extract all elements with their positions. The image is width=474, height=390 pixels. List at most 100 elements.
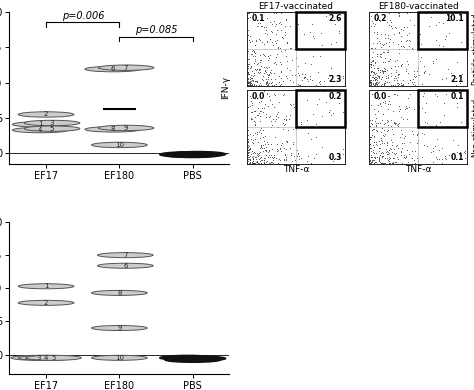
Point	[382, 40, 390, 46]
Point	[244, 10, 252, 16]
Point	[373, 72, 381, 78]
Point	[316, 53, 324, 59]
Point	[318, 30, 325, 36]
Point	[380, 69, 387, 75]
Point	[382, 149, 390, 155]
Point	[449, 137, 456, 143]
Point	[391, 63, 399, 69]
Point	[373, 88, 381, 94]
Point	[276, 19, 284, 25]
Point	[384, 122, 392, 128]
Point	[329, 78, 337, 84]
Point	[249, 158, 257, 165]
Point	[325, 154, 332, 160]
Point	[268, 101, 275, 107]
Point	[248, 48, 256, 54]
Point	[244, 104, 252, 110]
Point	[410, 76, 417, 82]
Point	[264, 38, 271, 44]
Point	[301, 71, 309, 78]
Point	[245, 148, 253, 154]
Point	[433, 56, 440, 62]
Point	[395, 80, 402, 86]
Point	[331, 155, 339, 161]
Text: 4: 4	[38, 127, 43, 133]
Point	[380, 68, 387, 74]
Point	[262, 147, 269, 153]
Point	[385, 160, 392, 166]
Point	[383, 79, 391, 85]
Point	[403, 105, 411, 111]
Point	[400, 116, 407, 122]
Point	[294, 20, 302, 27]
Point	[267, 28, 274, 34]
Point	[392, 74, 399, 81]
Point	[421, 119, 428, 125]
Point	[376, 141, 384, 147]
Point	[252, 67, 260, 73]
Point	[380, 121, 388, 128]
Point	[254, 153, 261, 160]
Point	[376, 51, 384, 57]
Point	[373, 40, 381, 46]
Point	[394, 74, 401, 80]
Point	[255, 152, 263, 158]
Point	[367, 79, 374, 85]
Point	[254, 78, 261, 84]
Point	[405, 37, 412, 43]
Circle shape	[26, 355, 82, 360]
Circle shape	[160, 152, 216, 157]
Point	[442, 152, 449, 159]
Point	[373, 138, 380, 145]
Point	[367, 145, 374, 151]
Point	[393, 76, 401, 83]
Point	[388, 70, 395, 76]
Text: 9: 9	[124, 125, 128, 131]
Point	[244, 144, 252, 151]
Point	[382, 155, 389, 161]
Point	[375, 148, 383, 154]
Point	[381, 81, 388, 87]
Point	[250, 48, 257, 55]
Point	[278, 34, 286, 40]
Point	[389, 138, 396, 145]
Point	[380, 65, 387, 71]
Point	[287, 100, 294, 106]
Point	[377, 103, 384, 110]
Point	[254, 129, 261, 135]
Point	[398, 160, 406, 167]
Point	[264, 90, 271, 97]
Point	[322, 99, 330, 105]
Point	[401, 152, 408, 158]
Point	[246, 160, 253, 166]
Point	[389, 159, 397, 165]
Point	[372, 58, 379, 65]
Point	[260, 138, 268, 145]
Point	[264, 72, 272, 78]
Point	[244, 152, 252, 159]
Point	[247, 116, 255, 122]
Circle shape	[24, 120, 80, 126]
Point	[269, 157, 277, 163]
Point	[247, 115, 255, 121]
Point	[247, 82, 255, 89]
Point	[437, 119, 444, 125]
Point	[276, 157, 283, 163]
Point	[394, 145, 401, 151]
Point	[371, 111, 378, 117]
Point	[388, 160, 395, 166]
Point	[439, 43, 447, 49]
Point	[414, 138, 421, 144]
Point	[245, 156, 253, 162]
Point	[370, 139, 378, 145]
Point	[327, 41, 334, 47]
Circle shape	[18, 112, 74, 117]
Point	[339, 46, 346, 52]
Point	[379, 59, 387, 65]
Point	[244, 27, 252, 33]
Point	[262, 152, 270, 158]
Point	[414, 130, 422, 136]
Point	[264, 141, 272, 147]
Point	[286, 67, 294, 73]
Point	[369, 72, 377, 78]
